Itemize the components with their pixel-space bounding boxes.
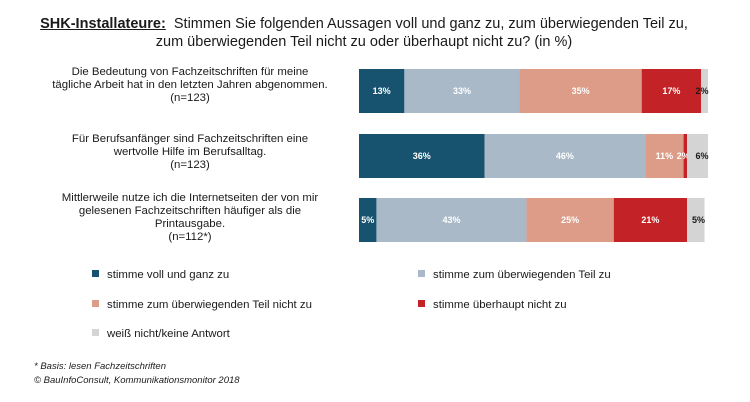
question-label-line: Die Bedeutung von Fachzeitschriften für … bbox=[71, 66, 309, 78]
bar-segment bbox=[701, 69, 708, 113]
legend-label: stimme zum überwiegenden Teil nicht zu bbox=[107, 299, 312, 311]
question-label-line: wertvolle Hilfe im Berufsalltag. bbox=[113, 146, 267, 158]
question-label-1: Die Bedeutung von Fachzeitschriften für … bbox=[30, 66, 350, 105]
legend-item: stimme voll und ganz zu bbox=[92, 269, 229, 282]
footnote: * Basis: lesen Fachzeitschriften © BauIn… bbox=[34, 360, 240, 388]
legend-label: stimme voll und ganz zu bbox=[107, 269, 230, 281]
question-label-line: (n=123) bbox=[170, 159, 210, 171]
bar-segment bbox=[404, 69, 520, 113]
data-label: 6% bbox=[695, 151, 708, 161]
question-label-line: (n=112*) bbox=[168, 231, 212, 243]
data-label: 35% bbox=[572, 86, 590, 96]
data-label: 43% bbox=[442, 215, 460, 225]
bar-segment bbox=[519, 69, 642, 113]
bar-segment bbox=[359, 134, 485, 178]
data-label: 46% bbox=[556, 151, 574, 161]
title-line-1: Stimmen Sie folgenden Aussagen voll und … bbox=[173, 16, 688, 32]
data-label: 11% bbox=[656, 151, 674, 161]
footnote-basis: * Basis: lesen Fachzeitschriften bbox=[34, 361, 167, 372]
question-label-line: Mittlerweile nutze ich die Internetseite… bbox=[61, 192, 319, 204]
data-label: 21% bbox=[641, 215, 659, 225]
data-label: 17% bbox=[662, 86, 680, 96]
data-label: 5% bbox=[692, 215, 705, 225]
data-label: 2% bbox=[677, 151, 690, 161]
bar-segment bbox=[359, 69, 405, 113]
data-label: 2% bbox=[695, 86, 708, 96]
bar-segment bbox=[376, 198, 527, 242]
data-label: 25% bbox=[561, 215, 579, 225]
legend-swatch bbox=[418, 270, 425, 277]
legend-item: stimme zum überwiegenden Teil nicht zu bbox=[92, 299, 312, 312]
question-label-2: Für Berufsanfänger sind Fachzeitschrifte… bbox=[30, 133, 350, 172]
legend-swatch bbox=[418, 300, 425, 307]
bar-segment bbox=[613, 198, 688, 242]
chart-title: SHK-Installateure: Stimmen Sie folgenden… bbox=[14, 15, 714, 51]
question-label-line: tägliche Arbeit hat in den letzten Jahre… bbox=[52, 79, 328, 91]
legend-label: stimme überhaupt nicht zu bbox=[433, 299, 567, 311]
title-lead: SHK-Installateure: bbox=[40, 16, 166, 32]
data-label: 13% bbox=[373, 86, 391, 96]
bar-segment bbox=[687, 198, 705, 242]
data-label: 36% bbox=[413, 151, 431, 161]
bar-segment bbox=[526, 198, 614, 242]
data-label: 33% bbox=[453, 86, 471, 96]
bar-segment bbox=[645, 134, 684, 178]
question-label-line: (n=123) bbox=[170, 92, 210, 104]
legend-item: stimme zum überwiegenden Teil zu bbox=[418, 269, 611, 282]
footnote-source: © BauInfoConsult, Kommunikationsmonitor … bbox=[34, 375, 240, 386]
legend-label: stimme zum überwiegenden Teil zu bbox=[433, 269, 611, 281]
bar-segment bbox=[484, 134, 646, 178]
question-label-3: Mittlerweile nutze ich die Internetseite… bbox=[30, 192, 350, 244]
legend-item: weiß nicht/keine Antwort bbox=[92, 328, 230, 341]
legend-swatch bbox=[92, 329, 99, 336]
question-label-line: Printausgabe. bbox=[154, 218, 226, 230]
legend-label: weiß nicht/keine Antwort bbox=[107, 328, 230, 340]
question-label-line: Für Berufsanfänger sind Fachzeitschrifte… bbox=[71, 133, 309, 145]
bar-segment bbox=[359, 198, 377, 242]
legend-swatch bbox=[92, 270, 99, 277]
legend-swatch bbox=[92, 300, 99, 307]
bar-segment bbox=[641, 69, 702, 113]
title-line-2: zum überwiegenden Teil nicht zu oder übe… bbox=[155, 34, 573, 50]
bar-segment bbox=[687, 134, 708, 178]
legend-item: stimme überhaupt nicht zu bbox=[418, 299, 567, 312]
question-label-line: gelesenen Fachzeitschriften häufiger als… bbox=[78, 205, 302, 217]
bar-segment bbox=[683, 134, 688, 178]
data-label: 5% bbox=[361, 215, 374, 225]
